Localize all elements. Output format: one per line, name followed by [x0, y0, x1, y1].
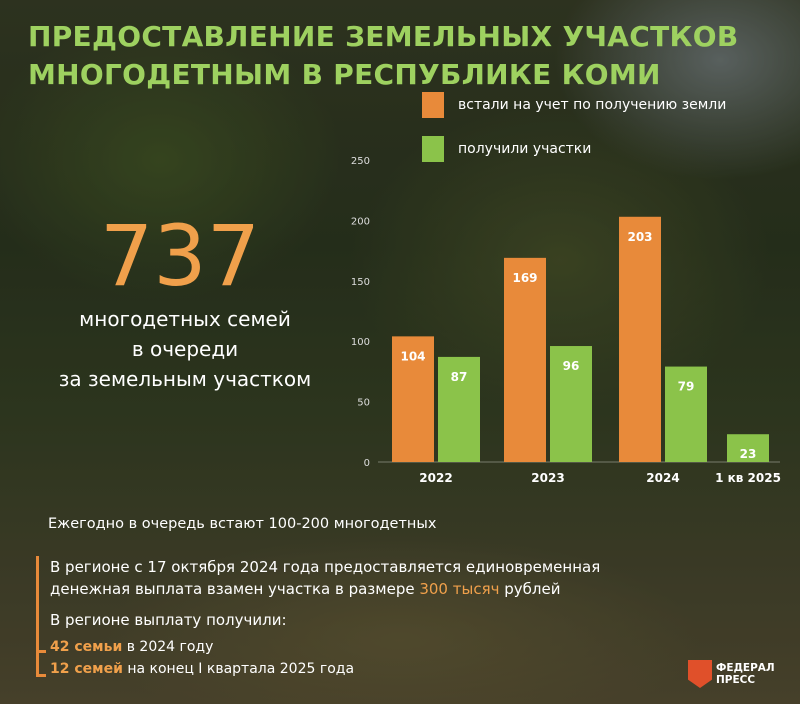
payment-amount: 300 тысяч	[419, 580, 500, 598]
data-label-registered-1: 169	[512, 271, 537, 285]
x-tick-label-0: 2022	[419, 471, 452, 485]
legend-label-received: получили участки	[458, 141, 592, 157]
caption-line-1: многодетных семей	[79, 307, 291, 331]
caption-line-2: в очереди	[131, 337, 239, 361]
payment-row-2024: 42 семьи в 2024 году	[50, 639, 213, 655]
y-tick-label-50: 50	[357, 398, 370, 409]
payment-row-2025: 12 семей на конец I квартала 2025 года	[50, 661, 354, 677]
row-2025-count: 12 семей	[50, 661, 123, 677]
logo-mark-icon	[688, 660, 712, 688]
y-tick-label-100: 100	[351, 337, 370, 348]
payment-text-b: рублей	[499, 580, 561, 598]
families-count: 737	[99, 207, 261, 305]
title-line-2: МНОГОДЕТНЫМ В РЕСПУБЛИКЕ КОМИ	[28, 58, 661, 91]
data-label-received-3: 23	[740, 447, 757, 461]
logo-text: ФЕДЕРАЛ ПРЕСС	[716, 662, 775, 686]
page-title: ПРЕДОСТАВЛЕНИЕ ЗЕМЕЛЬНЫХ УЧАСТКОВ МНОГОД…	[28, 18, 738, 94]
families-caption: многодетных семей в очереди за земельным…	[0, 304, 370, 394]
x-tick-label-2: 2024	[646, 471, 679, 485]
chart-legend: встали на учет по получению земли получи…	[422, 92, 726, 180]
data-label-received-1: 96	[563, 359, 580, 373]
bar-received-3	[727, 434, 769, 462]
legend-swatch-orange	[422, 92, 444, 118]
bar-received-0	[438, 356, 480, 462]
yearly-note: Ежегодно в очередь встают 100-200 многод…	[48, 516, 437, 532]
payment-line-1: В регионе с 17 октября 2024 года предост…	[50, 558, 601, 576]
legend-label-registered: встали на учет по получению земли	[458, 97, 727, 113]
y-tick-label-150: 150	[351, 277, 370, 288]
payment-text-a: денежная выплата взамен участка в размер…	[50, 580, 420, 598]
title-line-1: ПРЕДОСТАВЛЕНИЕ ЗЕМЕЛЬНЫХ УЧАСТКОВ	[28, 20, 739, 53]
accent-bracket	[36, 556, 39, 676]
row-2025-text: на конец I квартала 2025 года	[122, 661, 355, 677]
bar-registered-1	[504, 257, 546, 462]
x-tick-label-1: 2023	[531, 471, 564, 485]
legend-item-received: получили участки	[422, 136, 726, 162]
caption-line-3: за земельным участком	[58, 367, 312, 391]
federal-press-logo: ФЕДЕРАЛ ПРЕСС	[688, 660, 775, 688]
data-label-registered-0: 104	[400, 349, 425, 363]
bar-registered-0	[392, 336, 434, 462]
accent-tick-2	[36, 674, 46, 677]
data-label-registered-2: 203	[627, 230, 652, 244]
legend-item-registered: встали на учет по получению земли	[422, 92, 726, 118]
payment-subhead: В регионе выплату получили:	[50, 611, 287, 629]
row-2024-text: в 2024 году	[122, 639, 214, 655]
bar-chart: 0 50 100 150 200 250 104 87 2022 169 96 2023 203 79 20…	[351, 156, 781, 485]
x-tick-label-3: 1 кв 2025	[715, 471, 781, 485]
row-2024-count: 42 семьи	[50, 639, 123, 655]
legend-swatch-green	[422, 136, 444, 162]
y-tick-label-250: 250	[351, 156, 370, 167]
logo-line-2: ПРЕСС	[716, 674, 756, 686]
y-tick-label-0: 0	[364, 458, 370, 469]
accent-tick-1	[36, 650, 46, 653]
y-tick-label-200: 200	[351, 216, 370, 227]
payment-line-2: денежная выплата взамен участка в размер…	[50, 578, 600, 600]
data-label-received-0: 87	[451, 370, 468, 384]
data-label-received-2: 79	[678, 380, 695, 394]
logo-line-1: ФЕДЕРАЛ	[716, 662, 775, 674]
payment-paragraph: В регионе с 17 октября 2024 года предост…	[50, 556, 600, 600]
bar-registered-2	[619, 216, 661, 462]
bar-received-1	[550, 346, 592, 462]
bar-received-2	[665, 366, 707, 462]
